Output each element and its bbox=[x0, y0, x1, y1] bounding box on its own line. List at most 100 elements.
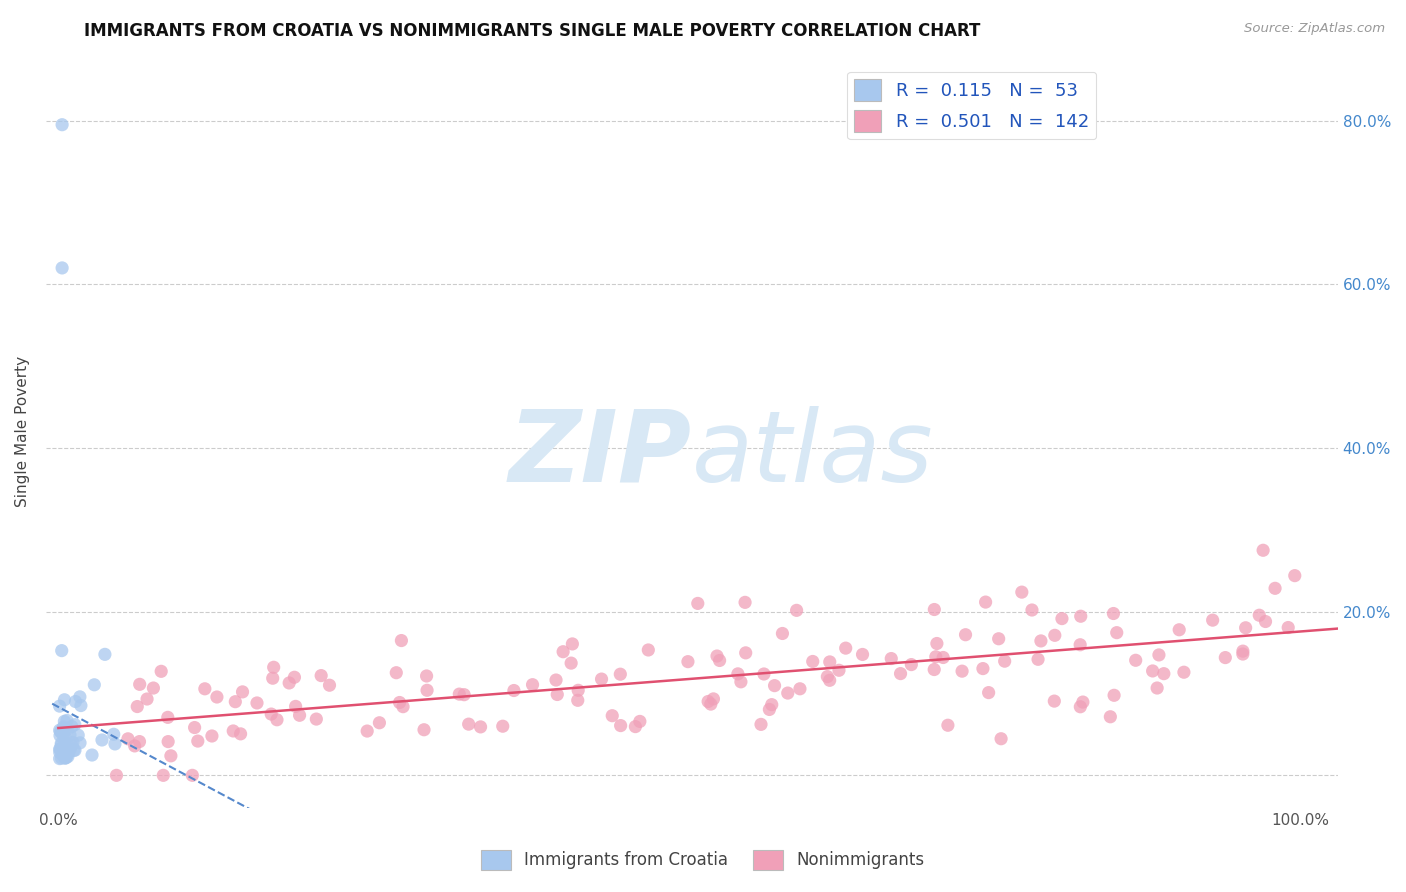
Point bbox=[60, 720, 83, 734]
Point bbox=[702, 692, 724, 706]
Point bbox=[53, 751, 76, 765]
Point bbox=[1277, 621, 1299, 635]
Text: atlas: atlas bbox=[692, 406, 934, 503]
Point bbox=[492, 719, 515, 733]
Point bbox=[51, 725, 73, 739]
Point bbox=[1102, 688, 1125, 702]
Point bbox=[117, 731, 139, 746]
Point bbox=[388, 696, 411, 710]
Point bbox=[284, 699, 307, 714]
Point bbox=[55, 750, 77, 764]
Point bbox=[181, 768, 204, 782]
Point bbox=[818, 655, 841, 669]
Point bbox=[83, 678, 105, 692]
Point bbox=[700, 697, 723, 711]
Point bbox=[62, 735, 84, 749]
Point bbox=[53, 692, 76, 706]
Point bbox=[128, 677, 150, 691]
Point bbox=[727, 666, 749, 681]
Point bbox=[1099, 710, 1122, 724]
Point bbox=[1125, 653, 1147, 667]
Point bbox=[752, 667, 775, 681]
Point bbox=[453, 688, 475, 702]
Point bbox=[889, 666, 911, 681]
Point bbox=[127, 699, 149, 714]
Point bbox=[63, 743, 86, 757]
Point bbox=[260, 707, 283, 722]
Point bbox=[52, 728, 75, 742]
Point bbox=[1011, 585, 1033, 599]
Point bbox=[262, 671, 284, 685]
Point bbox=[1234, 621, 1257, 635]
Point bbox=[609, 667, 631, 681]
Point bbox=[53, 714, 76, 729]
Point bbox=[124, 739, 146, 753]
Point bbox=[53, 739, 76, 754]
Legend: R =  0.115   N =  53, R =  0.501   N =  142: R = 0.115 N = 53, R = 0.501 N = 142 bbox=[846, 71, 1097, 139]
Point bbox=[1102, 607, 1125, 621]
Point bbox=[156, 710, 179, 724]
Point bbox=[49, 724, 72, 739]
Point bbox=[470, 720, 492, 734]
Point bbox=[51, 736, 73, 750]
Point bbox=[1069, 699, 1091, 714]
Point bbox=[1147, 648, 1170, 662]
Point bbox=[880, 651, 903, 665]
Point bbox=[706, 648, 728, 663]
Point bbox=[1071, 695, 1094, 709]
Point bbox=[770, 626, 793, 640]
Point bbox=[1146, 681, 1168, 695]
Point bbox=[1105, 625, 1128, 640]
Text: Source: ZipAtlas.com: Source: ZipAtlas.com bbox=[1244, 22, 1385, 36]
Point bbox=[900, 657, 922, 672]
Point bbox=[449, 687, 471, 701]
Point bbox=[55, 731, 77, 745]
Point bbox=[187, 734, 209, 748]
Point bbox=[56, 747, 79, 761]
Point bbox=[544, 673, 567, 687]
Point bbox=[56, 723, 79, 737]
Point bbox=[1173, 665, 1195, 680]
Point bbox=[730, 674, 752, 689]
Point bbox=[69, 690, 91, 704]
Point bbox=[851, 648, 873, 662]
Point bbox=[229, 727, 252, 741]
Point bbox=[52, 748, 75, 763]
Point bbox=[246, 696, 269, 710]
Point bbox=[561, 637, 583, 651]
Point bbox=[955, 628, 977, 642]
Point bbox=[263, 660, 285, 674]
Point bbox=[1069, 638, 1091, 652]
Point bbox=[1213, 650, 1236, 665]
Point bbox=[224, 695, 246, 709]
Point bbox=[600, 708, 623, 723]
Point bbox=[157, 734, 180, 748]
Point bbox=[104, 737, 127, 751]
Point bbox=[734, 646, 756, 660]
Point bbox=[924, 602, 946, 616]
Point bbox=[48, 742, 70, 756]
Point bbox=[63, 743, 86, 757]
Point bbox=[183, 721, 205, 735]
Point bbox=[283, 670, 305, 684]
Point bbox=[1070, 609, 1092, 624]
Point bbox=[697, 694, 720, 708]
Point bbox=[51, 724, 73, 739]
Point bbox=[52, 720, 75, 734]
Point bbox=[925, 649, 948, 664]
Point bbox=[567, 683, 589, 698]
Point bbox=[1232, 644, 1254, 658]
Point bbox=[1050, 611, 1073, 625]
Point bbox=[48, 699, 70, 714]
Point bbox=[150, 665, 173, 679]
Point bbox=[152, 768, 174, 782]
Point bbox=[56, 738, 79, 752]
Point bbox=[972, 662, 994, 676]
Point bbox=[201, 729, 224, 743]
Point bbox=[194, 681, 217, 696]
Point bbox=[59, 742, 82, 756]
Point bbox=[1142, 664, 1164, 678]
Point bbox=[591, 672, 613, 686]
Point bbox=[457, 717, 479, 731]
Point bbox=[70, 698, 93, 713]
